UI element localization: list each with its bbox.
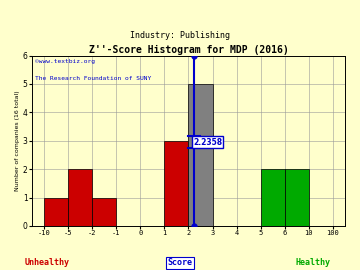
Text: 2.2358: 2.2358 bbox=[193, 138, 222, 147]
Bar bbox=[261, 169, 285, 226]
Title: Z''-Score Histogram for MDP (2016): Z''-Score Histogram for MDP (2016) bbox=[89, 45, 288, 55]
Text: ©www.textbiz.org: ©www.textbiz.org bbox=[35, 59, 95, 64]
Bar bbox=[68, 169, 92, 226]
Y-axis label: Number of companies (16 total): Number of companies (16 total) bbox=[15, 90, 20, 191]
Text: Healthy: Healthy bbox=[296, 258, 331, 267]
Text: The Research Foundation of SUNY: The Research Foundation of SUNY bbox=[35, 76, 151, 81]
Bar bbox=[164, 141, 188, 226]
Bar bbox=[92, 198, 116, 226]
Text: Industry: Publishing: Industry: Publishing bbox=[130, 31, 230, 40]
Text: Score: Score bbox=[167, 258, 193, 267]
Bar bbox=[188, 84, 212, 226]
Bar bbox=[285, 169, 309, 226]
Bar bbox=[44, 198, 68, 226]
Text: Unhealthy: Unhealthy bbox=[24, 258, 69, 267]
